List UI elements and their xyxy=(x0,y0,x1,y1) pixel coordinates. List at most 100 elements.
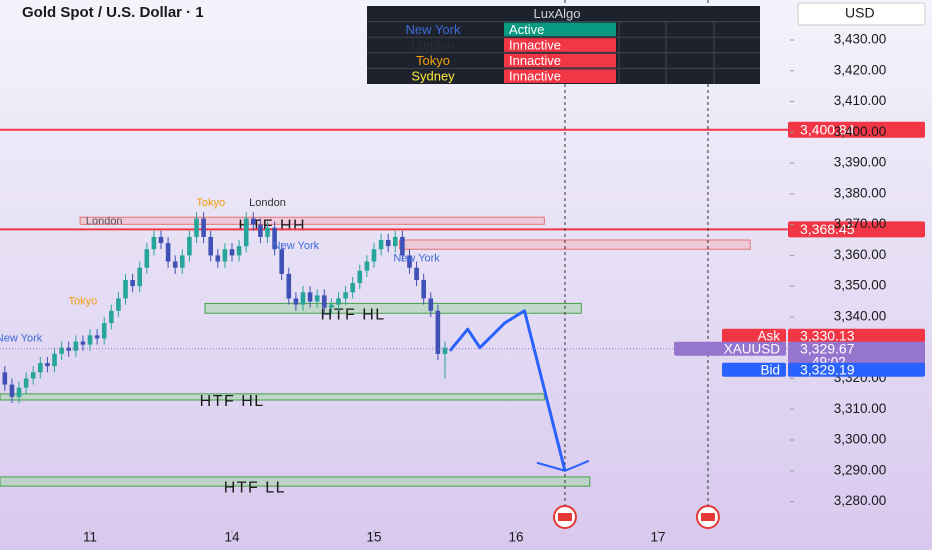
candle-body xyxy=(428,298,434,311)
y-tick-label: 3,430.00 xyxy=(834,32,887,47)
x-tick-label: 16 xyxy=(508,530,523,545)
candle-body xyxy=(201,218,206,237)
quote-name: Bid xyxy=(760,362,780,377)
status-cell xyxy=(504,69,616,83)
candle-body xyxy=(229,249,235,256)
candle-body xyxy=(187,236,192,256)
candle-body xyxy=(293,298,299,305)
candle-body xyxy=(314,295,320,302)
candle-body xyxy=(407,255,412,268)
candle-body xyxy=(123,280,128,299)
level-label: 3,368.45 xyxy=(800,221,855,237)
y-tick-label: 3,400.00 xyxy=(834,124,887,139)
zone-label: HTF HL xyxy=(321,306,386,323)
quote-name-box xyxy=(722,362,786,377)
candle-body xyxy=(52,353,57,367)
quote-label: 3,330.13 xyxy=(800,327,855,343)
status-cell xyxy=(504,38,616,52)
candle-body xyxy=(38,363,43,373)
candle-body xyxy=(414,267,419,280)
candle-body xyxy=(243,218,249,247)
session-name: London xyxy=(411,37,454,52)
projection-arrowhead xyxy=(536,459,590,472)
candle-body xyxy=(385,240,391,247)
zone xyxy=(0,393,545,401)
event-flag xyxy=(700,513,715,521)
zone-label: HTF HL xyxy=(200,393,265,410)
quote-box xyxy=(788,362,925,377)
y-tick-label: 3,420.00 xyxy=(834,62,887,77)
currency: USD xyxy=(845,5,875,21)
status-cell xyxy=(504,22,616,37)
candle-body xyxy=(194,218,199,237)
candle-body xyxy=(158,236,164,244)
candle-body xyxy=(172,261,178,268)
candle-body xyxy=(286,273,292,299)
candle-body xyxy=(116,298,121,311)
quote-box xyxy=(788,341,925,369)
quote-box xyxy=(788,328,925,343)
x-tick-label: 15 xyxy=(366,530,381,545)
session-name: New York xyxy=(406,22,461,37)
session-status: Innactive xyxy=(509,69,561,84)
currency-box[interactable] xyxy=(797,2,926,26)
candle-body xyxy=(30,372,36,379)
x-tick-label: 11 xyxy=(83,530,97,545)
candle-body xyxy=(137,267,143,287)
candle-body xyxy=(336,298,341,305)
quote-label: 3,329.19 xyxy=(800,361,855,377)
candle-body xyxy=(66,347,72,351)
chart-title: Gold Spot / U.S. Dollar · 1 xyxy=(22,4,204,21)
quote-name: XAUUSD xyxy=(724,341,781,356)
event-flag xyxy=(557,513,572,521)
zone xyxy=(204,302,582,314)
x-tick-label: 17 xyxy=(650,530,665,545)
quote-label: 3,329.67 xyxy=(800,340,855,356)
candle-body xyxy=(59,347,64,354)
y-tick-label: 3,300.00 xyxy=(834,432,887,447)
zone xyxy=(79,216,545,225)
candle-body xyxy=(421,280,426,299)
quote-name-box xyxy=(722,328,786,343)
y-tick-label: 3,410.00 xyxy=(834,93,887,108)
session-label: New York xyxy=(0,332,43,344)
candle-body xyxy=(151,236,157,250)
candle-body xyxy=(9,384,15,397)
candle-body xyxy=(357,270,363,284)
table-title: LuxAlgo xyxy=(534,6,581,21)
quote-name: Ask xyxy=(757,328,780,343)
candle-body xyxy=(80,341,86,345)
session-label: London xyxy=(249,197,286,209)
zone-label: HTF HH xyxy=(238,218,306,235)
zone xyxy=(0,476,591,487)
session-name: Sydney xyxy=(411,69,455,84)
candle-body xyxy=(73,341,79,351)
status-cell xyxy=(504,53,616,68)
candle-body xyxy=(400,236,405,256)
y-tick-label: 3,370.00 xyxy=(834,216,887,231)
candle-body xyxy=(321,295,327,308)
candle-body xyxy=(279,249,284,274)
session-name: Tokyo xyxy=(416,53,450,68)
level-box xyxy=(788,221,925,238)
y-tick-label: 3,310.00 xyxy=(834,401,887,416)
candle-body xyxy=(350,283,355,293)
candle-body xyxy=(87,335,93,345)
y-tick-label: 3,360.00 xyxy=(834,247,887,262)
session-label: London xyxy=(86,215,123,227)
candle-body xyxy=(392,236,398,247)
candle-body xyxy=(371,249,377,262)
candle-body xyxy=(378,240,384,250)
level-box xyxy=(788,121,925,138)
candle-body xyxy=(222,249,228,262)
candle-body xyxy=(300,292,306,305)
session-label: New York xyxy=(273,240,320,252)
session-status: Active xyxy=(509,22,544,37)
candle-body xyxy=(329,304,334,308)
candle-body xyxy=(272,227,277,250)
quote-name-box xyxy=(674,341,786,356)
candle-body xyxy=(208,236,214,256)
candle-body xyxy=(343,292,348,299)
candle-body xyxy=(101,323,107,339)
